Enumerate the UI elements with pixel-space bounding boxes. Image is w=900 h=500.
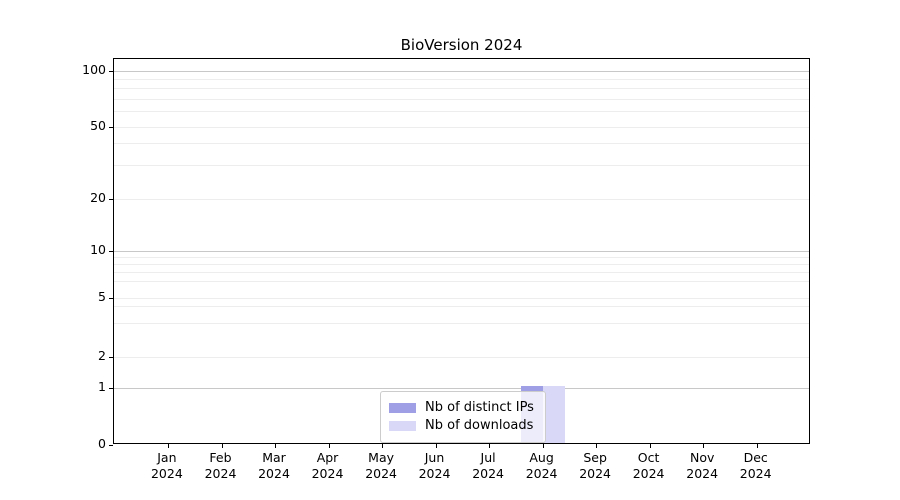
chart-title: BioVersion 2024 — [400, 36, 523, 54]
x-tick-mark — [275, 444, 277, 448]
minor-gridline — [114, 272, 809, 274]
y-gridline-20 — [114, 198, 809, 200]
legend-swatch-distinct-ips — [389, 403, 416, 413]
minor-gridline — [114, 98, 809, 100]
y-tick-label: 50 — [90, 117, 106, 133]
minor-gridline — [114, 281, 809, 283]
x-tick-label: Mar 2024 — [258, 450, 290, 481]
y-gridline-2 — [114, 357, 809, 358]
x-tick-mark — [703, 444, 705, 448]
x-tick-label: Dec 2024 — [739, 450, 772, 481]
y-tick-label: 10 — [90, 242, 106, 257]
legend-entry-downloads: Nb of downloads — [389, 418, 534, 434]
x-tick-label: Oct 2024 — [632, 450, 665, 481]
x-tick-mark — [221, 444, 223, 448]
minor-gridline — [114, 322, 809, 324]
minor-gridline — [114, 110, 809, 112]
y-tick-mark — [109, 126, 113, 128]
x-tick-mark — [756, 444, 758, 448]
legend-swatch-downloads — [389, 421, 416, 431]
minor-gridline — [114, 79, 809, 81]
y-gridline-1 — [114, 388, 809, 389]
y-tick-mark — [109, 298, 113, 300]
x-tick-mark — [167, 444, 170, 448]
minor-gridline — [114, 257, 809, 259]
legend-label-distinct-ips: Nb of distinct IPs — [425, 400, 534, 415]
x-tick-mark — [542, 444, 544, 448]
x-tick-label: Sep 2024 — [579, 450, 611, 481]
y-tick-label: 0 — [98, 436, 106, 451]
minor-gridline — [114, 305, 809, 307]
y-gridline-100 — [114, 71, 809, 72]
minor-gridline — [114, 264, 809, 266]
y-tick-label: 100 — [82, 62, 106, 77]
y-tick-mark — [109, 357, 113, 359]
y-tick-label: 20 — [90, 189, 106, 205]
y-tick-mark — [109, 445, 113, 447]
minor-gridline — [114, 88, 809, 90]
x-tick-mark — [328, 444, 330, 448]
y-tick-label: 2 — [98, 348, 106, 363]
x-tick-label: Jan 2024 — [150, 450, 183, 481]
y-tick-mark — [109, 388, 113, 390]
y-gridline-10 — [114, 251, 809, 252]
legend-box: Nb of distinct IPs Nb of downloads — [380, 391, 546, 443]
y-tick-label: 5 — [98, 289, 106, 304]
x-tick-label: Jun 2024 — [418, 450, 451, 481]
x-axis-tick-labels: Jan 2024 Feb 2024 Mar 2024 Apr 2024 May 2024… — [113, 450, 810, 490]
x-tick-label: Nov 2024 — [686, 450, 719, 481]
y-axis-tick-labels: 100 50 20 10 5 2 1 0 — [0, 58, 106, 451]
x-tick-label: May 2024 — [365, 450, 397, 481]
x-tick-mark — [489, 444, 491, 448]
minor-gridline — [114, 142, 809, 144]
y-tick-label: 1 — [98, 379, 106, 394]
minor-gridline — [114, 165, 809, 167]
y-gridline-50 — [114, 126, 809, 128]
bar-downloads-aug-2024 — [542, 386, 565, 443]
x-tick-label: Feb 2024 — [204, 450, 237, 481]
x-tick-mark — [596, 444, 598, 448]
x-tick-mark — [382, 444, 384, 448]
plot-area: Nb of distinct IPs Nb of downloads — [109, 58, 810, 448]
x-tick-mark — [649, 444, 651, 448]
y-tick-mark — [109, 251, 113, 253]
x-tick-label: Apr 2024 — [311, 450, 344, 481]
y-gridline-5 — [114, 298, 809, 299]
legend-entry-distinct-ips: Nb of distinct IPs — [389, 400, 534, 416]
x-tick-mark — [435, 444, 437, 448]
legend-label-downloads: Nb of downloads — [425, 418, 534, 433]
y-tick-mark — [109, 198, 113, 200]
y-tick-mark — [109, 71, 113, 73]
x-tick-label: Jul 2024 — [472, 450, 504, 481]
x-tick-label: Aug 2024 — [525, 450, 558, 481]
